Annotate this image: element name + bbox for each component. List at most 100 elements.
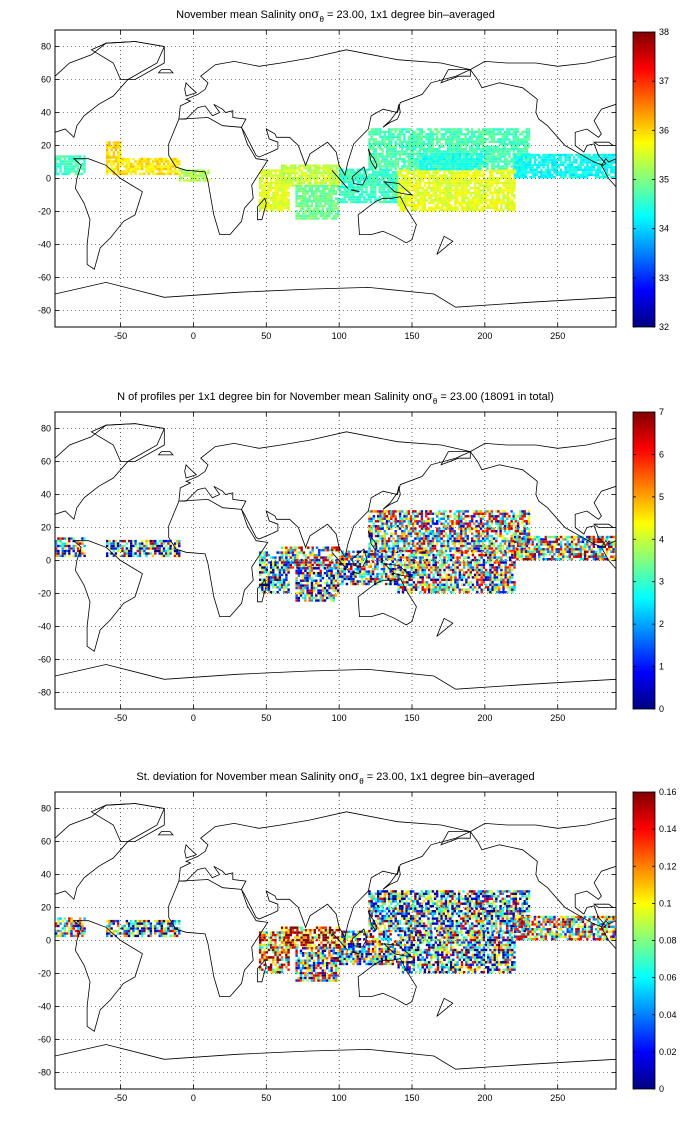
data-cell bbox=[169, 552, 172, 555]
data-cell bbox=[451, 143, 454, 146]
data-cell bbox=[274, 586, 277, 589]
data-cell bbox=[371, 176, 375, 179]
data-cell bbox=[106, 148, 109, 152]
data-cell bbox=[447, 167, 451, 171]
data-cell bbox=[399, 186, 402, 190]
data-cell bbox=[380, 572, 384, 576]
data-cell bbox=[601, 171, 604, 174]
data-cell bbox=[592, 173, 596, 176]
data-cell bbox=[310, 199, 314, 203]
data-cell bbox=[506, 160, 509, 163]
data-cell bbox=[398, 157, 402, 161]
data-cell bbox=[319, 204, 322, 208]
data-cell bbox=[377, 530, 380, 533]
data-cell bbox=[326, 195, 329, 198]
data-cell bbox=[479, 138, 483, 141]
data-cell bbox=[429, 143, 432, 146]
data-cell bbox=[575, 161, 578, 164]
data-cell bbox=[500, 209, 503, 212]
data-cell bbox=[597, 158, 600, 162]
data-cell bbox=[381, 539, 384, 543]
data-cell bbox=[473, 176, 477, 180]
data-cell bbox=[476, 204, 479, 207]
data-cell bbox=[371, 560, 375, 563]
data-cell bbox=[428, 167, 431, 171]
data-cell bbox=[586, 156, 589, 159]
data-cell bbox=[147, 167, 150, 171]
data-cell bbox=[372, 167, 376, 171]
data-cell bbox=[503, 140, 507, 143]
data-cell bbox=[302, 214, 305, 218]
data-cell bbox=[70, 162, 73, 166]
data-cell bbox=[337, 185, 340, 188]
coastline bbox=[184, 81, 198, 97]
data-cell bbox=[352, 572, 355, 576]
data-cell bbox=[583, 166, 587, 169]
data-cell bbox=[358, 580, 362, 583]
data-cell bbox=[121, 554, 124, 558]
data-cell bbox=[420, 148, 424, 151]
data-cell bbox=[361, 580, 364, 583]
data-cell bbox=[511, 206, 514, 209]
data-cell bbox=[377, 145, 380, 148]
data-cell bbox=[330, 185, 333, 188]
data-cell bbox=[283, 581, 286, 584]
data-cell bbox=[285, 546, 288, 549]
data-cell bbox=[535, 171, 539, 174]
data-cell bbox=[335, 561, 338, 564]
data-cell bbox=[432, 181, 435, 185]
data-cell bbox=[330, 187, 333, 190]
data-cell bbox=[484, 181, 488, 185]
data-cell bbox=[162, 162, 166, 166]
data-cell bbox=[412, 155, 415, 158]
data-cell bbox=[495, 189, 499, 192]
data-cell bbox=[202, 174, 206, 177]
data-cell bbox=[467, 201, 470, 204]
data-cell bbox=[418, 155, 421, 158]
data-cell bbox=[368, 167, 371, 171]
data-cell bbox=[79, 542, 82, 545]
data-cell bbox=[597, 166, 600, 169]
data-cell bbox=[308, 212, 311, 215]
data-cell bbox=[401, 140, 404, 143]
data-cell bbox=[465, 196, 468, 200]
data-cell bbox=[376, 176, 379, 179]
data-cell bbox=[328, 195, 331, 198]
data-cell bbox=[280, 169, 284, 172]
data-cell bbox=[141, 542, 144, 545]
data-cell bbox=[524, 153, 528, 157]
data-cell bbox=[308, 591, 311, 595]
data-cell bbox=[409, 160, 413, 163]
data-cell bbox=[479, 133, 483, 136]
data-cell bbox=[276, 573, 279, 577]
data-cell bbox=[436, 167, 439, 171]
data-cell bbox=[398, 130, 402, 134]
data-cell bbox=[393, 570, 397, 573]
data-cell bbox=[389, 582, 392, 586]
data-cell bbox=[341, 176, 344, 179]
data-cell bbox=[330, 199, 333, 203]
data-cell bbox=[332, 217, 335, 220]
data-cell bbox=[352, 580, 355, 583]
data-cell bbox=[590, 168, 593, 171]
data-cell bbox=[379, 130, 382, 134]
data-cell bbox=[319, 214, 322, 218]
data-cell bbox=[149, 552, 153, 555]
data-cell bbox=[385, 183, 388, 186]
data-cell bbox=[297, 569, 300, 572]
data-cell bbox=[322, 174, 325, 177]
data-cell bbox=[382, 193, 386, 196]
data-cell bbox=[423, 169, 427, 172]
data-cell bbox=[469, 194, 472, 197]
data-cell bbox=[299, 202, 303, 205]
data-cell bbox=[324, 171, 327, 175]
data-cell bbox=[134, 165, 137, 168]
data-cell bbox=[445, 165, 448, 168]
data-cell bbox=[127, 554, 131, 558]
data-cell bbox=[127, 167, 131, 171]
data-cell bbox=[134, 544, 137, 548]
data-cell bbox=[406, 171, 409, 175]
data-cell bbox=[514, 167, 518, 171]
data-cell bbox=[328, 187, 331, 190]
data-cell bbox=[112, 547, 115, 550]
